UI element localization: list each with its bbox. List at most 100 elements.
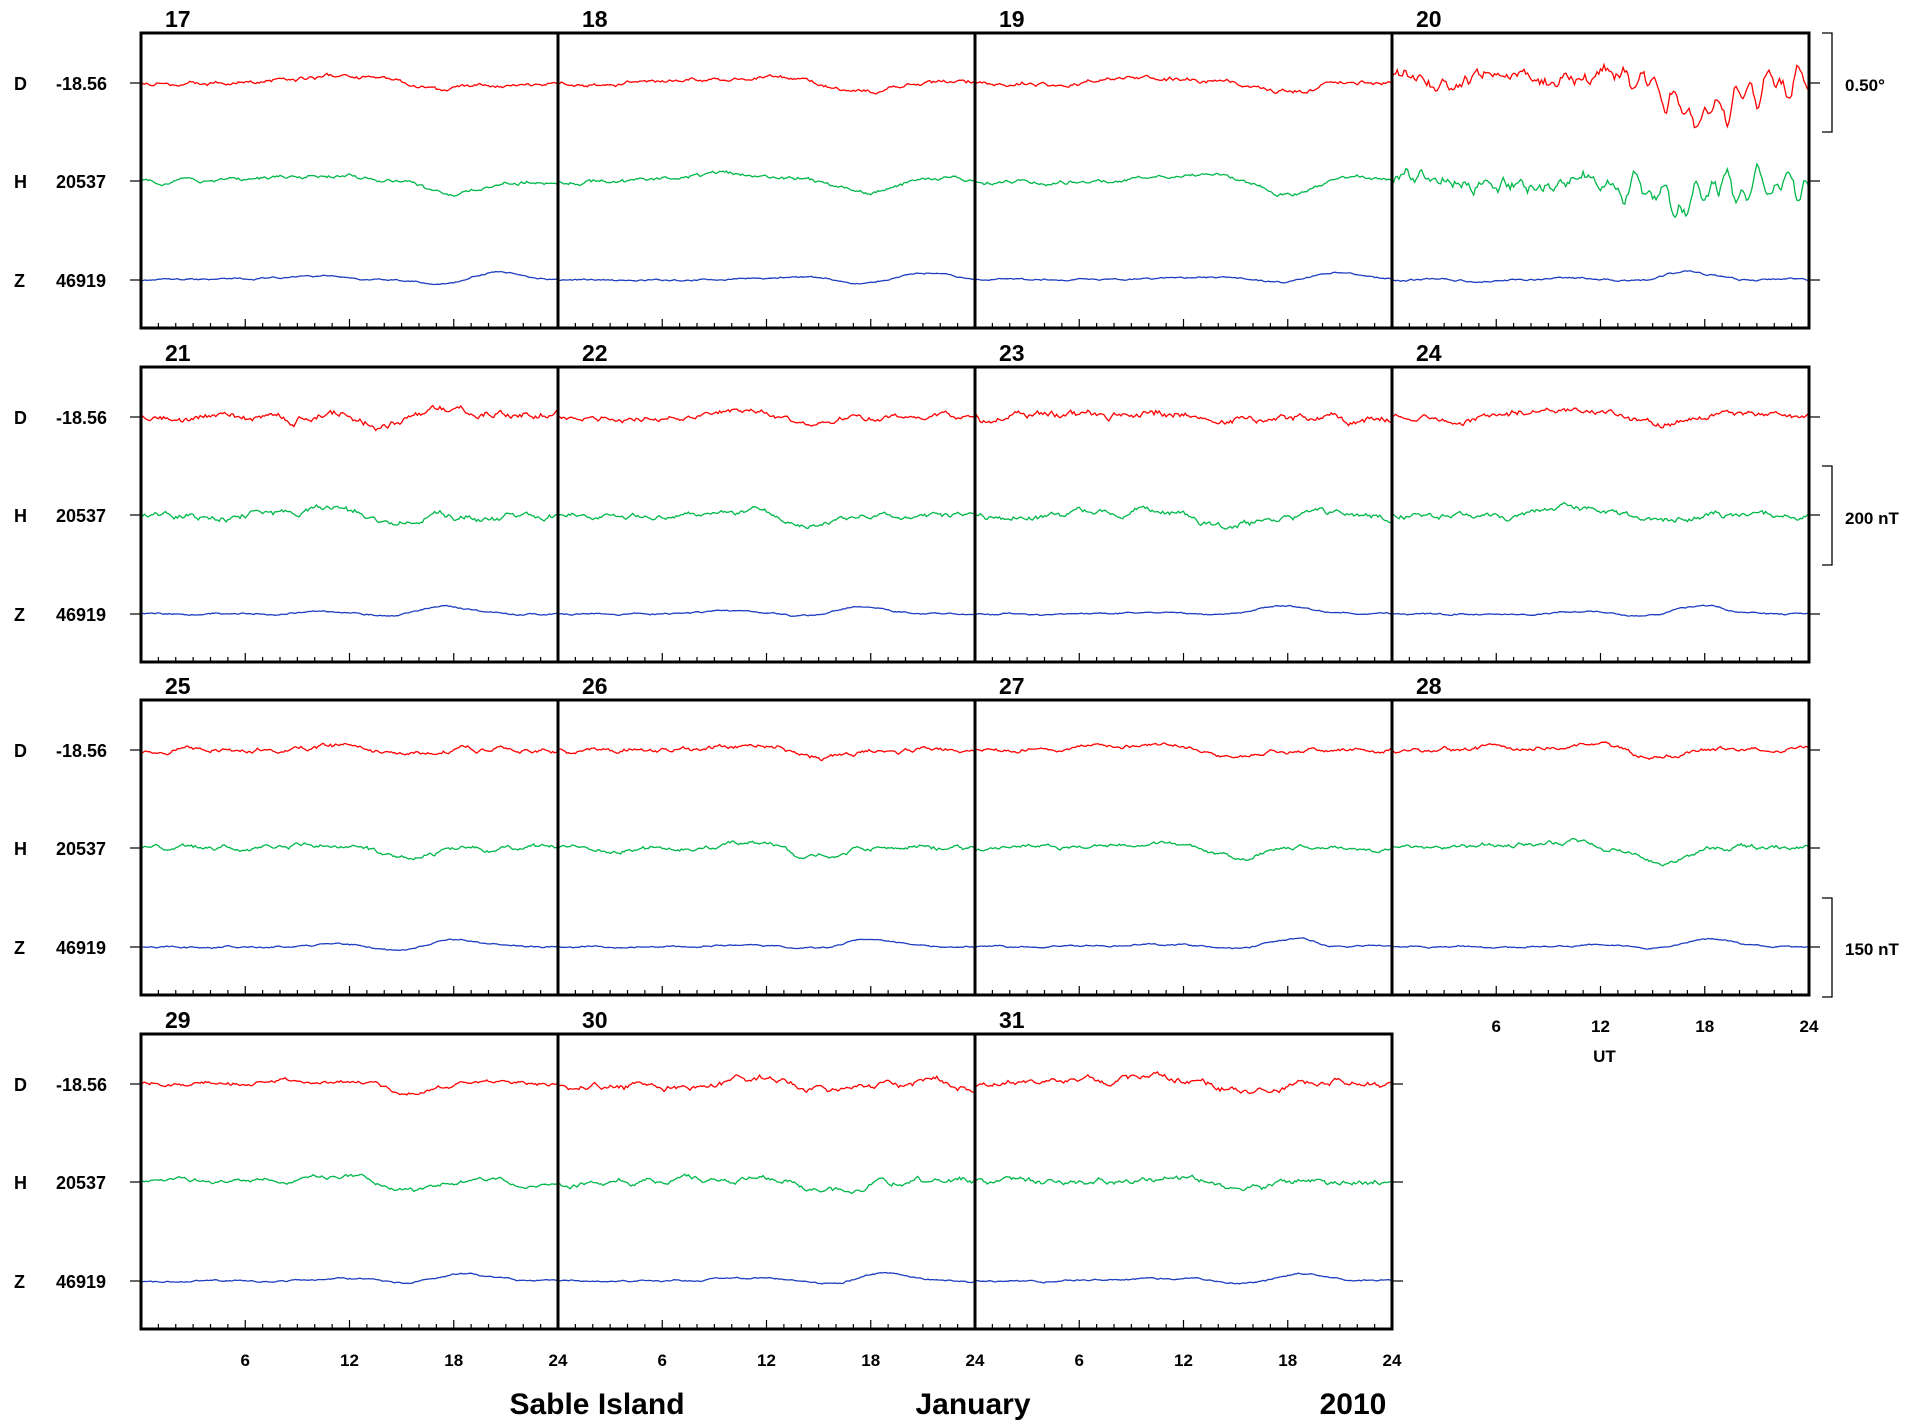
component-label-D: D	[14, 1075, 27, 1095]
series-D-day-28	[1391, 741, 1810, 760]
baseline-label-H: 20537	[56, 839, 106, 859]
day-label-26: 26	[582, 673, 608, 699]
bottom-tick-label: 12	[1174, 1351, 1193, 1370]
series-H-day-17	[140, 173, 559, 197]
scale-label-H: 200 nT	[1845, 509, 1899, 528]
component-label-H: H	[14, 172, 27, 192]
series-H-day-27	[974, 840, 1393, 862]
series-H-day-19	[974, 172, 1393, 198]
series-D-day-17	[140, 72, 559, 92]
baseline-label-Z: 46919	[56, 938, 106, 958]
series-Z-day-22	[557, 606, 976, 617]
bottom-tick-label: 24	[966, 1351, 985, 1370]
series-D-day-18	[557, 73, 976, 95]
component-label-Z: Z	[14, 1272, 25, 1292]
bottom-tick-label: 6	[241, 1351, 250, 1370]
series-H-day-22	[557, 506, 976, 529]
baseline-label-D: -18.56	[56, 1075, 107, 1095]
baseline-label-D: -18.56	[56, 74, 107, 94]
year-label: 2010	[1320, 1388, 1387, 1421]
panel-3: D -18.56 H 20537 Z 46919 25 26 27 28	[14, 673, 1820, 997]
footer: Sable Island January 2010	[509, 1388, 1386, 1421]
series-H-day-23	[974, 505, 1393, 530]
day-label-27: 27	[999, 673, 1025, 699]
series-D-day-29	[140, 1076, 559, 1096]
component-label-H: H	[14, 1173, 27, 1193]
series-H-day-25	[140, 841, 559, 861]
side-tick-label: 24	[1800, 1017, 1819, 1036]
bottom-tick-label: 24	[1383, 1351, 1402, 1370]
series-H-day-20	[1391, 162, 1810, 219]
series-Z-day-29	[140, 1272, 558, 1285]
series-Z-day-27	[974, 937, 1393, 950]
series-H-day-24	[1391, 501, 1810, 523]
series-Z-day-20	[1391, 270, 1810, 284]
bottom-tick-label: 12	[340, 1351, 359, 1370]
series-D-day-25	[140, 742, 559, 756]
series-D-day-23	[974, 409, 1393, 427]
baseline-label-D: -18.56	[56, 408, 107, 428]
series-Z-day-23	[974, 604, 1393, 617]
day-label-19: 19	[999, 6, 1025, 32]
bottom-time-axis: 6 12 18 24 6 12 18 24 6 12 18 24	[241, 1351, 1402, 1370]
panel-1: D -18.56 H 20537 Z 46919 17 18 19 20	[14, 6, 1820, 330]
series-H-day-26	[557, 840, 976, 860]
scale-label-Z: 150 nT	[1845, 940, 1899, 959]
day-label-28: 28	[1416, 673, 1442, 699]
series-Z-day-26	[557, 938, 975, 950]
station-label: Sable Island	[509, 1388, 684, 1421]
side-tick-label: 12	[1591, 1017, 1610, 1036]
component-label-D: D	[14, 408, 27, 428]
series-D-day-31	[974, 1070, 1393, 1095]
component-label-Z: Z	[14, 271, 25, 291]
day-label-23: 23	[999, 340, 1025, 366]
component-label-H: H	[14, 506, 27, 526]
baseline-label-Z: 46919	[56, 271, 106, 291]
baseline-label-D: -18.56	[56, 741, 107, 761]
bottom-tick-label: 12	[757, 1351, 776, 1370]
panel-2: D -18.56 H 20537 Z 46919 21 22 23 24	[14, 340, 1820, 664]
baseline-label-H: 20537	[56, 172, 106, 192]
series-D-day-27	[974, 742, 1393, 759]
day-label-31: 31	[999, 1007, 1025, 1033]
bottom-tick-label: 18	[444, 1351, 463, 1370]
day-label-25: 25	[165, 673, 191, 699]
bottom-tick-label: 6	[1075, 1351, 1084, 1370]
component-label-Z: Z	[14, 938, 25, 958]
day-label-17: 17	[165, 6, 191, 32]
series-H-day-29	[140, 1173, 559, 1193]
series-D-day-21	[140, 404, 559, 432]
day-label-24: 24	[1416, 340, 1442, 366]
series-Z-day-19	[974, 271, 1393, 284]
series-D-day-24	[1391, 407, 1810, 429]
series-Z-day-17	[140, 270, 559, 286]
series-D-day-30	[557, 1073, 976, 1094]
day-label-22: 22	[582, 340, 608, 366]
side-tick-label: 6	[1492, 1017, 1501, 1036]
panels: D -18.56 H 20537 Z 46919 17 18 19 20 D -18.56 H 20537…	[14, 6, 1820, 1331]
scale-bar-D	[1822, 32, 1833, 133]
day-label-29: 29	[165, 1007, 191, 1033]
series-Z-day-28	[1392, 937, 1810, 950]
series-H-day-28	[1391, 837, 1810, 867]
series-Z-day-25	[140, 938, 559, 952]
bottom-tick-label: 6	[658, 1351, 667, 1370]
series-Z-day-21	[140, 604, 559, 617]
scale-bar-Z	[1822, 897, 1833, 998]
day-label-21: 21	[165, 340, 191, 366]
series-D-day-20	[1391, 62, 1810, 129]
series-H-day-31	[974, 1174, 1393, 1192]
ut-label: UT	[1593, 1047, 1616, 1066]
day-label-18: 18	[582, 6, 608, 32]
component-label-D: D	[14, 74, 27, 94]
scale-label-D: 0.50°	[1845, 76, 1885, 95]
series-Z-day-18	[557, 272, 976, 285]
bottom-tick-label: 18	[1278, 1351, 1297, 1370]
component-label-Z: Z	[14, 605, 25, 625]
component-label-D: D	[14, 741, 27, 761]
component-label-H: H	[14, 839, 27, 859]
bottom-tick-label: 24	[549, 1351, 568, 1370]
series-Z-day-31	[974, 1272, 1393, 1285]
baseline-label-H: 20537	[56, 1173, 106, 1193]
